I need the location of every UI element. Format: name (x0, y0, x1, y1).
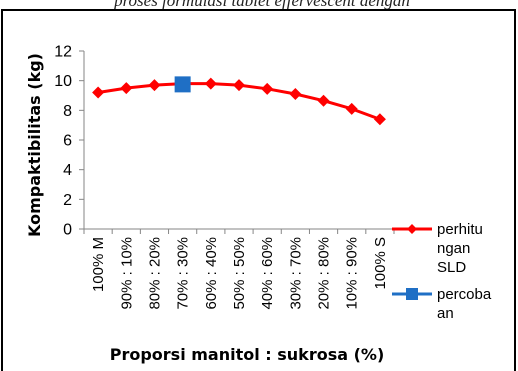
x-tick-label: 90% : 10% (118, 237, 135, 310)
x-tick-label: 70% : 30% (175, 237, 192, 310)
legend-label: percoba (437, 286, 492, 303)
data-point-diamond (317, 94, 330, 107)
y-axis: 0 2 4 6 8 10 12 (54, 44, 85, 239)
data-point-diamond (345, 102, 358, 115)
x-tick-label: 60% : 40% (203, 237, 220, 310)
data-point-square (174, 76, 191, 93)
x-tick-label: 80% : 20% (146, 237, 163, 310)
x-tick-label: 100% S (372, 237, 389, 290)
top-caption: proses formulasi tablet effervescent den… (0, 0, 518, 9)
data-point-diamond (373, 113, 386, 126)
legend-label: SLD (437, 259, 466, 276)
y-axis-title: Kompaktibilitas (kg) (25, 53, 44, 237)
x-tick-label: 30% : 70% (287, 237, 304, 310)
legend-label: perhitu (437, 221, 483, 238)
y-tick-label: 6 (63, 133, 72, 150)
y-tick-label: 12 (54, 44, 72, 61)
x-tick-label: 50% : 50% (231, 237, 248, 310)
legend-label: an (437, 305, 454, 322)
legend: perhitu ngan SLD percoba an (392, 221, 492, 322)
legend-label: ngan (437, 240, 470, 257)
x-axis: 100% M 90% : 10% 80% : 20% 70% : 30% 60% : 4… (83, 228, 395, 310)
data-point-diamond (148, 79, 161, 92)
data-point-diamond (233, 79, 245, 92)
y-tick-label: 8 (63, 103, 72, 120)
x-tick-label: 40% : 60% (259, 237, 276, 310)
chart-frame (1, 9, 516, 371)
x-tick-label: 10% : 90% (344, 237, 361, 310)
data-point-diamond (261, 82, 274, 95)
data-point-diamond (204, 77, 217, 90)
data-point-diamond (92, 86, 105, 99)
y-tick-label: 4 (63, 162, 72, 179)
data-point-diamond (289, 88, 302, 101)
data-point-diamond (120, 82, 133, 95)
legend-marker-diamond (407, 224, 417, 234)
y-tick-label: 10 (54, 73, 72, 90)
x-tick-label: 100% M (90, 237, 107, 292)
series (92, 76, 386, 126)
x-axis-title: Proporsi manitol : sukrosa (%) (110, 345, 385, 364)
legend-marker-square (406, 288, 418, 300)
y-tick-label: 2 (63, 192, 72, 209)
y-tick-label: 0 (63, 222, 72, 239)
x-tick-label: 20% : 80% (316, 237, 333, 310)
